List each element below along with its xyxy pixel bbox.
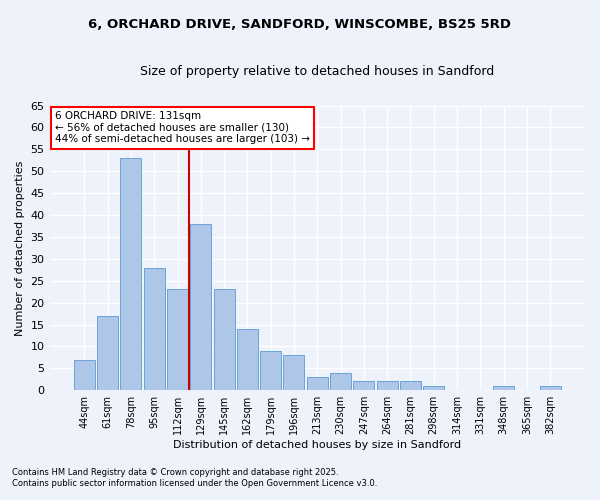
Bar xyxy=(121,158,142,390)
Bar xyxy=(237,329,258,390)
Title: Size of property relative to detached houses in Sandford: Size of property relative to detached ho… xyxy=(140,65,494,78)
Bar xyxy=(283,355,304,390)
Bar xyxy=(353,382,374,390)
X-axis label: Distribution of detached houses by size in Sandford: Distribution of detached houses by size … xyxy=(173,440,461,450)
Bar xyxy=(74,360,95,390)
Bar xyxy=(97,316,118,390)
Y-axis label: Number of detached properties: Number of detached properties xyxy=(15,160,25,336)
Bar xyxy=(493,386,514,390)
Bar xyxy=(400,382,421,390)
Bar xyxy=(190,224,211,390)
Bar xyxy=(423,386,444,390)
Text: Contains HM Land Registry data © Crown copyright and database right 2025.
Contai: Contains HM Land Registry data © Crown c… xyxy=(12,468,377,487)
Bar xyxy=(214,290,235,390)
Bar xyxy=(167,290,188,390)
Bar xyxy=(539,386,560,390)
Text: 6 ORCHARD DRIVE: 131sqm
← 56% of detached houses are smaller (130)
44% of semi-d: 6 ORCHARD DRIVE: 131sqm ← 56% of detache… xyxy=(55,111,310,144)
Bar xyxy=(144,268,165,390)
Bar xyxy=(307,377,328,390)
Bar xyxy=(260,351,281,390)
Bar xyxy=(377,382,398,390)
Bar xyxy=(330,372,351,390)
Text: 6, ORCHARD DRIVE, SANDFORD, WINSCOMBE, BS25 5RD: 6, ORCHARD DRIVE, SANDFORD, WINSCOMBE, B… xyxy=(89,18,511,30)
